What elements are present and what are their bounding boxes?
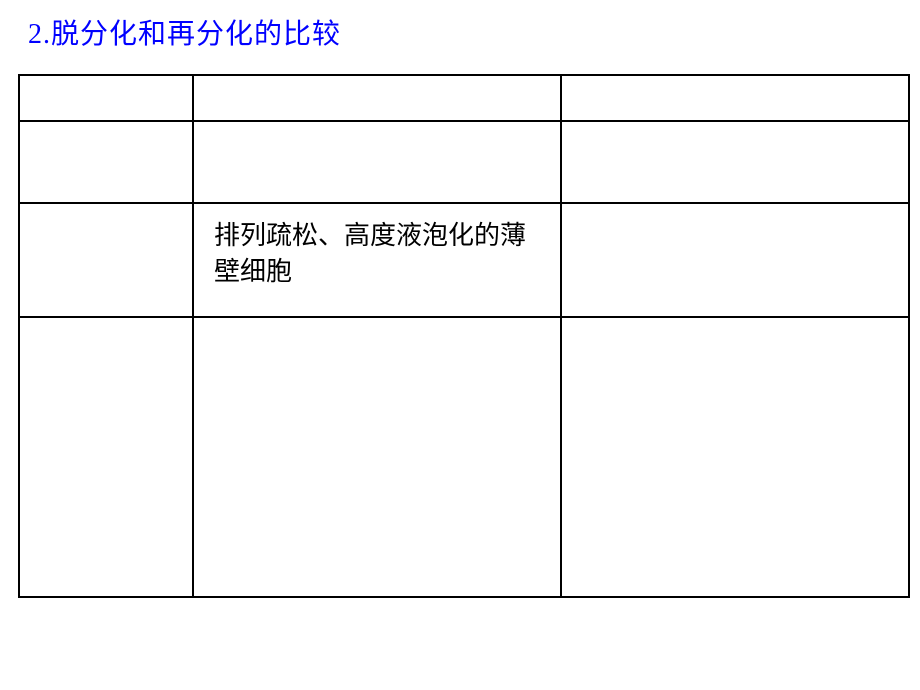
table-cell: [561, 121, 909, 203]
table-cell: [19, 75, 193, 121]
table-row: 排列疏松、高度液泡化的薄壁细胞: [19, 203, 909, 317]
comparison-table: 排列疏松、高度液泡化的薄壁细胞: [18, 74, 910, 598]
table-row: [19, 75, 909, 121]
table-cell: [561, 203, 909, 317]
table-cell: [561, 317, 909, 597]
table-cell: [193, 317, 561, 597]
section-title: 2.脱分化和再分化的比较: [28, 12, 341, 52]
table-cell: [193, 121, 561, 203]
table-cell: [561, 75, 909, 121]
table-cell: [193, 75, 561, 121]
table-cell: [19, 317, 193, 597]
table-cell: 排列疏松、高度液泡化的薄壁细胞: [193, 203, 561, 317]
table-row: [19, 317, 909, 597]
table-cell: [19, 121, 193, 203]
table-cell: [19, 203, 193, 317]
table-row: [19, 121, 909, 203]
